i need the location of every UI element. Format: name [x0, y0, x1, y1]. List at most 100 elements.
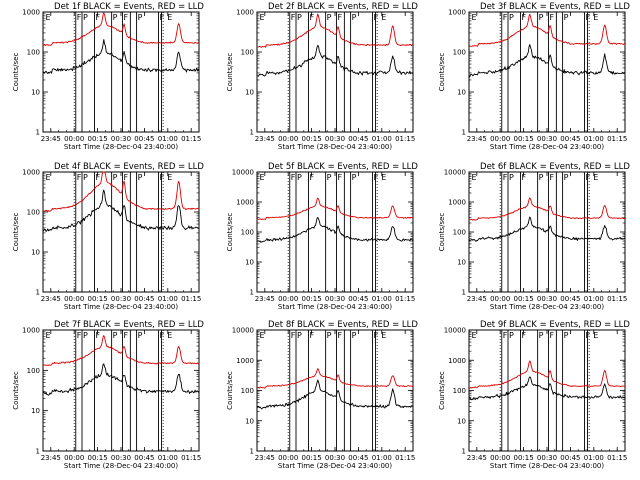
x-tick-label: 23:45 — [467, 135, 487, 143]
x-tick-label: 00:30 — [111, 295, 131, 303]
series-lld-line — [468, 360, 626, 389]
flag-letter: P — [539, 13, 544, 22]
y-tick-label: 100 — [27, 49, 40, 57]
flag-letter: F — [124, 331, 129, 340]
flag-letter: E — [167, 331, 172, 340]
flag-letter: F — [77, 173, 82, 182]
x-tick-label: 23:45 — [255, 454, 275, 462]
flag-letter: E — [593, 173, 598, 182]
y-tick-label: 10 — [31, 249, 40, 257]
x-tick-label: 01:00 — [158, 135, 178, 143]
flag-letter: F — [291, 13, 296, 22]
series-events-line — [42, 363, 200, 396]
flag-letter: F — [503, 13, 508, 22]
x-tick-label: 01:00 — [584, 135, 604, 143]
y-axis-label: Counts/sec — [12, 371, 20, 410]
flag-letter: P — [83, 13, 88, 22]
x-tick-label: 00:00 — [64, 135, 84, 143]
y-axis-label: Counts/sec — [12, 213, 20, 252]
flag-letter: E — [472, 13, 477, 22]
x-tick-label: 01:15 — [181, 295, 201, 303]
flag-letter: P — [564, 173, 569, 182]
x-tick-label: 00:30 — [325, 295, 345, 303]
series-lld-line — [256, 197, 414, 221]
plot-frame — [468, 11, 626, 133]
flag-letter: F — [338, 13, 343, 22]
x-tick-label: 00:30 — [111, 135, 131, 143]
plot-frame — [42, 329, 200, 452]
flag-letter: P — [297, 331, 302, 340]
x-tick-label: 01:15 — [607, 454, 627, 462]
flag-letter: F — [503, 331, 508, 340]
y-tick-label: 1 — [250, 129, 254, 137]
flag-letter: F — [77, 331, 82, 340]
flag-letter: P — [83, 331, 88, 340]
series-lld-line — [468, 13, 626, 47]
x-tick-label: 23:45 — [255, 135, 275, 143]
x-tick-label: 01:00 — [372, 135, 392, 143]
x-axis-label: Start Time (28-Dec-04 23:40:00) — [64, 143, 178, 151]
flag-letter: F — [309, 173, 314, 182]
flag-letter: P — [113, 331, 118, 340]
flag-letter: P — [509, 173, 514, 182]
x-tick-label: 00:15 — [302, 135, 322, 143]
x-axis-label: Start Time (28-Dec-04 23:40:00) — [64, 462, 178, 470]
x-axis-label: Start Time (28-Dec-04 23:40:00) — [278, 462, 392, 470]
panel-title: Det 7f BLACK = Events, RED = LLD — [54, 320, 204, 330]
panel-title: Det 1f BLACK = Events, RED = LLD — [54, 2, 204, 12]
flag-letter: E — [167, 173, 172, 182]
x-tick-label: 00:00 — [490, 295, 510, 303]
x-axis-label: Start Time (28-Dec-04 23:40:00) — [490, 303, 604, 311]
flag-letter: E — [593, 331, 598, 340]
x-tick-label: 23:45 — [41, 135, 61, 143]
y-tick-label: 100 — [27, 209, 40, 217]
y-tick-label: 10000 — [232, 169, 254, 177]
y-tick-label: 10 — [457, 417, 466, 425]
flag-letter: F — [95, 13, 100, 22]
panel-7: Det 7f BLACK = Events, RED = LLD 1 10 100 10… — [12, 320, 204, 470]
x-tick-label: 00:00 — [278, 295, 298, 303]
y-tick-label: 10 — [245, 417, 254, 425]
x-tick-label: 00:15 — [514, 135, 534, 143]
flag-letter: F — [585, 331, 590, 340]
y-tick-label: 1 — [462, 289, 466, 297]
x-tick-label: 00:45 — [134, 454, 154, 462]
x-tick-label: 00:30 — [537, 135, 557, 143]
flag-letter: F — [373, 13, 378, 22]
flag-letter: P — [327, 331, 332, 340]
series-lld-line — [468, 197, 626, 221]
x-tick-label: 00:45 — [560, 135, 580, 143]
x-axis-label: Start Time (28-Dec-04 23:40:00) — [490, 143, 604, 151]
y-tick-label: 100 — [241, 387, 254, 395]
x-tick-label: 00:15 — [302, 295, 322, 303]
flag-letter: P — [297, 13, 302, 22]
x-tick-label: 01:15 — [607, 135, 627, 143]
y-tick-label: 10 — [457, 89, 466, 97]
x-tick-label: 01:00 — [158, 295, 178, 303]
y-tick-label: 1000 — [448, 199, 466, 207]
x-tick-label: 01:00 — [158, 454, 178, 462]
flag-letter: E — [381, 13, 386, 22]
flag-letter: F — [159, 331, 164, 340]
flag-letter: F — [124, 13, 129, 22]
x-tick-label: 00:15 — [88, 295, 108, 303]
y-tick-label: 1 — [462, 129, 466, 137]
y-tick-label: 10000 — [232, 327, 254, 335]
x-tick-label: 00:45 — [134, 135, 154, 143]
x-tick-label: 01:15 — [395, 454, 415, 462]
flag-letter: E — [260, 331, 265, 340]
x-tick-label: 00:15 — [88, 135, 108, 143]
x-tick-label: 00:30 — [537, 295, 557, 303]
x-tick-label: 00:00 — [278, 454, 298, 462]
series-events-line — [468, 216, 626, 242]
x-tick-label: 00:45 — [560, 295, 580, 303]
flag-letter: F — [521, 13, 526, 22]
flag-letter: P — [138, 331, 143, 340]
y-axis-label: Counts/sec — [438, 53, 446, 92]
flag-letter: P — [352, 13, 357, 22]
flag-letter: P — [138, 13, 143, 22]
flag-letter: E — [167, 13, 172, 22]
panel-title: Det 4f BLACK = Events, RED = LLD — [54, 162, 204, 172]
flag-letter: E — [381, 331, 386, 340]
flag-letter: P — [352, 173, 357, 182]
